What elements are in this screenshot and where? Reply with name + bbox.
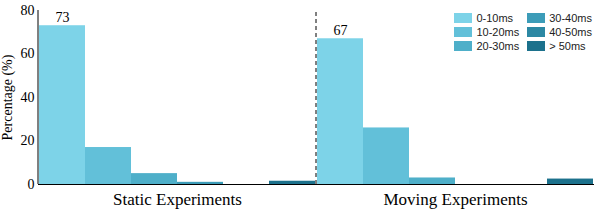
svg-text:Percentage (%): Percentage (%)	[0, 54, 16, 140]
svg-text:Static Experiments: Static Experiments	[113, 190, 242, 209]
html-text:10-20ms: 10-20ms	[476, 26, 520, 38]
svg-text:73: 73	[56, 10, 70, 25]
svg-text:40: 40	[21, 90, 35, 105]
html-text:> 50ms: > 50ms	[549, 40, 586, 52]
html-text:20-30ms: 20-30ms	[476, 40, 520, 52]
svg-text:Moving Experiments: Moving Experiments	[383, 190, 527, 209]
svg-text:67: 67	[334, 23, 348, 38]
html-text:40-50ms: 40-50ms	[549, 26, 592, 38]
html-text:30-40ms: 30-40ms	[549, 12, 592, 24]
svg-text:60: 60	[21, 46, 35, 61]
svg-text:0: 0	[28, 177, 35, 192]
html-text:0-10ms: 0-10ms	[476, 12, 514, 24]
svg-text:80: 80	[21, 3, 35, 18]
svg-text:20: 20	[21, 133, 35, 148]
